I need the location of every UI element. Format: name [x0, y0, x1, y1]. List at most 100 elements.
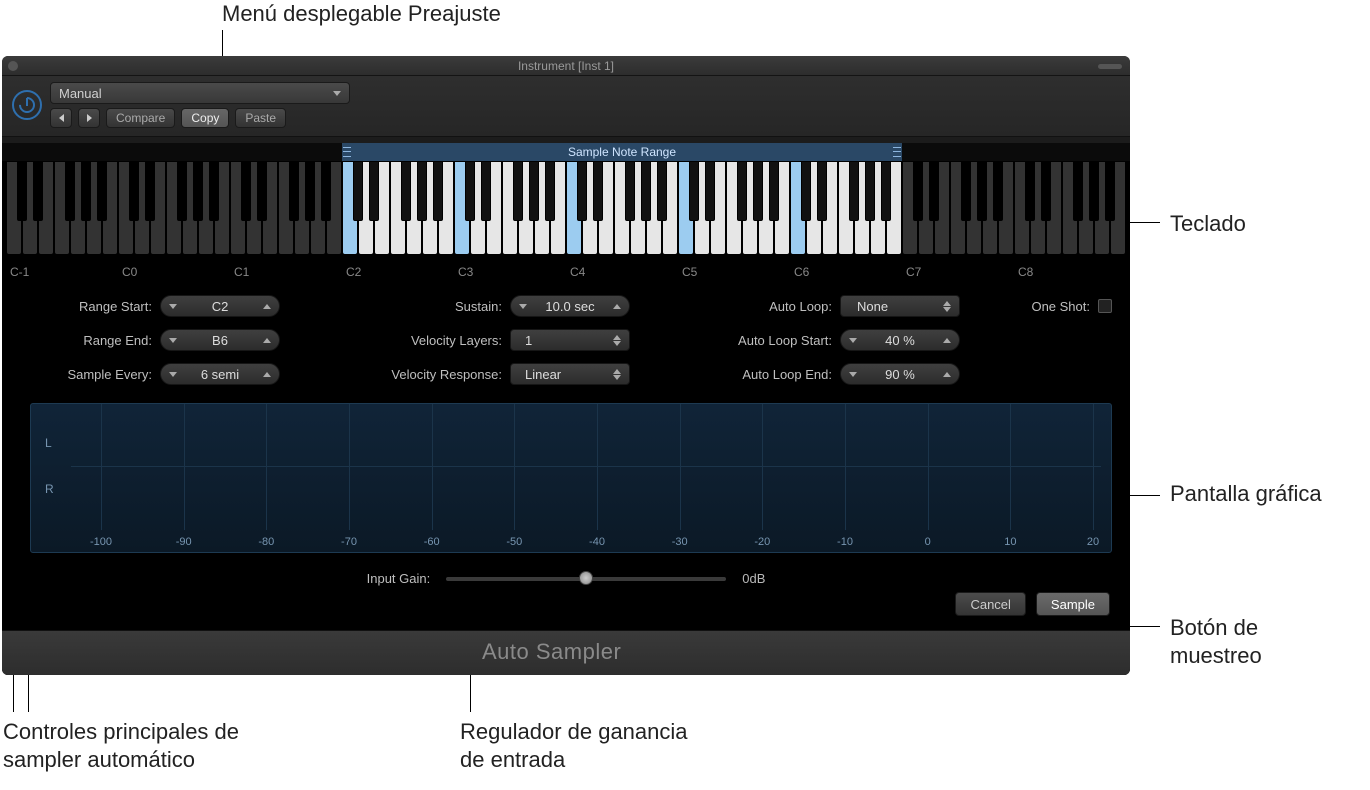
action-row: Cancel Sample: [2, 586, 1130, 630]
black-key[interactable]: [401, 161, 411, 221]
black-key[interactable]: [593, 161, 603, 221]
vresp-value: Linear: [519, 367, 613, 382]
black-key[interactable]: [801, 161, 811, 221]
black-key[interactable]: [977, 161, 987, 221]
range-start-spinner[interactable]: C2: [160, 295, 280, 317]
next-preset-button[interactable]: [78, 108, 100, 128]
triangle-left-icon: [59, 114, 64, 122]
sampleevery-value: 6 semi: [177, 367, 263, 382]
incr-icon: [613, 304, 621, 309]
black-key[interactable]: [33, 161, 43, 221]
black-key[interactable]: [193, 161, 203, 221]
callout-line: [1130, 222, 1160, 223]
black-key[interactable]: [577, 161, 587, 221]
copy-button[interactable]: Copy: [181, 108, 229, 128]
black-key[interactable]: [913, 161, 923, 221]
black-key[interactable]: [1041, 161, 1051, 221]
black-key[interactable]: [321, 161, 331, 221]
black-key[interactable]: [865, 161, 875, 221]
black-key[interactable]: [177, 161, 187, 221]
range-start-label: Range Start:: [79, 299, 152, 314]
black-key[interactable]: [529, 161, 539, 221]
black-key[interactable]: [929, 161, 939, 221]
input-gain-thumb[interactable]: [579, 571, 593, 585]
black-key[interactable]: [513, 161, 523, 221]
compare-button[interactable]: Compare: [106, 108, 175, 128]
octave-label: C5: [682, 265, 794, 279]
axis-tick: 10: [1004, 536, 1016, 548]
black-key[interactable]: [769, 161, 779, 221]
black-key[interactable]: [705, 161, 715, 221]
vresp-select[interactable]: Linear: [510, 363, 630, 385]
black-key[interactable]: [465, 161, 475, 221]
black-key[interactable]: [993, 161, 1003, 221]
prev-preset-button[interactable]: [50, 108, 72, 128]
decr-icon: [169, 372, 177, 377]
black-key[interactable]: [369, 161, 379, 221]
black-key[interactable]: [353, 161, 363, 221]
black-key[interactable]: [241, 161, 251, 221]
axis-tick: -60: [424, 536, 440, 548]
paste-button[interactable]: Paste: [235, 108, 286, 128]
black-key[interactable]: [641, 161, 651, 221]
waveform-display: L R -100-90-80-70-60-50-40-30-20-1001020: [30, 403, 1112, 553]
resize-grip-icon[interactable]: [1098, 64, 1122, 69]
grid-line: [680, 404, 681, 530]
range-start-handle[interactable]: [342, 143, 352, 161]
black-key[interactable]: [81, 161, 91, 221]
power-button[interactable]: [12, 90, 42, 120]
black-key[interactable]: [753, 161, 763, 221]
vresp-label: Velocity Response:: [391, 367, 502, 382]
black-key[interactable]: [737, 161, 747, 221]
decr-icon: [169, 304, 177, 309]
preset-dropdown[interactable]: Manual: [50, 82, 350, 104]
axis-tick: -20: [754, 536, 770, 548]
black-key[interactable]: [97, 161, 107, 221]
black-key[interactable]: [257, 161, 267, 221]
cancel-button[interactable]: Cancel: [955, 592, 1025, 616]
black-key[interactable]: [481, 161, 491, 221]
black-key[interactable]: [657, 161, 667, 221]
range-end-handle[interactable]: [892, 143, 902, 161]
axis-tick: 0: [925, 536, 931, 548]
black-key[interactable]: [961, 161, 971, 221]
black-key[interactable]: [433, 161, 443, 221]
black-key[interactable]: [145, 161, 155, 221]
black-key[interactable]: [305, 161, 315, 221]
black-key[interactable]: [881, 161, 891, 221]
oneshot-checkbox[interactable]: [1098, 299, 1112, 313]
black-key[interactable]: [65, 161, 75, 221]
incr-icon: [263, 338, 271, 343]
range-end-spinner[interactable]: B6: [160, 329, 280, 351]
keyboard[interactable]: [6, 161, 1126, 261]
black-key[interactable]: [289, 161, 299, 221]
close-icon[interactable]: [8, 61, 18, 71]
black-key[interactable]: [417, 161, 427, 221]
black-key[interactable]: [817, 161, 827, 221]
sustain-spinner[interactable]: 10.0 sec: [510, 295, 630, 317]
input-gain-slider[interactable]: [446, 577, 726, 581]
black-key[interactable]: [129, 161, 139, 221]
black-key[interactable]: [625, 161, 635, 221]
black-key[interactable]: [17, 161, 27, 221]
black-key[interactable]: [1025, 161, 1035, 221]
octave-label: C8: [1018, 265, 1130, 279]
decr-icon: [519, 304, 527, 309]
header-controls: Manual Compare Copy Paste: [2, 76, 1130, 137]
black-key[interactable]: [1089, 161, 1099, 221]
black-key[interactable]: [545, 161, 555, 221]
range-active[interactable]: Sample Note Range: [342, 143, 902, 161]
black-key[interactable]: [849, 161, 859, 221]
sampleevery-spinner[interactable]: 6 semi: [160, 363, 280, 385]
black-key[interactable]: [689, 161, 699, 221]
vlayers-select[interactable]: 1: [510, 329, 630, 351]
autoloopstart-spinner[interactable]: 40 %: [840, 329, 960, 351]
black-key[interactable]: [1105, 161, 1115, 221]
grid-line: [184, 404, 185, 530]
sample-button[interactable]: Sample: [1036, 592, 1110, 616]
sampleevery-label: Sample Every:: [67, 367, 152, 382]
black-key[interactable]: [209, 161, 219, 221]
black-key[interactable]: [1073, 161, 1083, 221]
autoloop-select[interactable]: None: [840, 295, 960, 317]
autoloopend-spinner[interactable]: 90 %: [840, 363, 960, 385]
